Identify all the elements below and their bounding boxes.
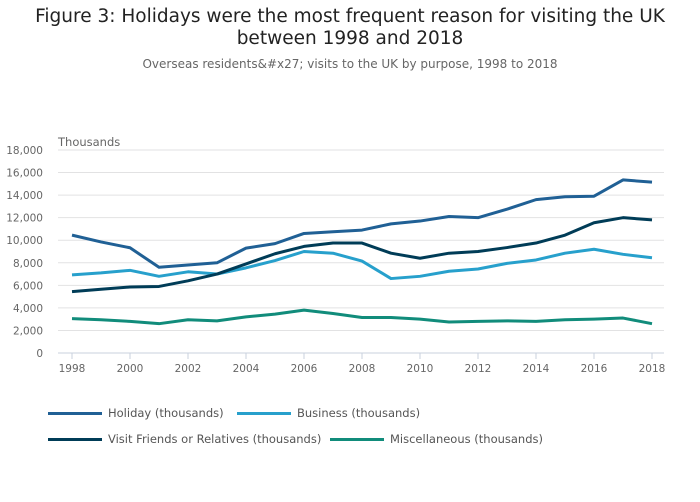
x-tick-label: 1998 (59, 363, 86, 375)
gridlines (58, 149, 664, 331)
y-tick-label: 2,000 (13, 325, 43, 337)
series-lines (71, 178, 653, 326)
y-tick-label: 4,000 (13, 303, 43, 315)
y-axis-ticks: 0 2,000 4,000 6,000 8,000 10,000 12,000 14,000 1… (6, 145, 43, 360)
x-axis-ticks: 1998 2000 2002 2004 2006 2008 2010 2012 2014 2016… (59, 353, 666, 375)
y-tick-label: 8,000 (13, 258, 43, 270)
legend-item-business[interactable]: Business (thousands) (237, 406, 420, 420)
y-tick-label: 6,000 (13, 280, 43, 292)
legend-label-holiday: Holiday (thousands) (108, 406, 224, 420)
x-tick-label: 2000 (117, 363, 144, 375)
series-line-holiday (71, 178, 653, 269)
line-chart: 0 2,000 4,000 6,000 8,000 10,000 12,000 14,000 1… (6, 135, 666, 375)
x-tick-label: 2008 (349, 363, 376, 375)
legend-swatch-business (237, 411, 291, 415)
legend-item-miscellaneous[interactable]: Miscellaneous (thousands) (330, 432, 543, 446)
series-line-miscellaneous (71, 308, 653, 326)
y-tick-label: 10,000 (6, 235, 43, 247)
x-tick-label: 2012 (465, 363, 492, 375)
x-tick-label: 2010 (407, 363, 434, 375)
legend-item-holiday[interactable]: Holiday (thousands) (48, 406, 224, 420)
series-line-vfr (71, 216, 653, 294)
x-tick-label: 2004 (233, 363, 260, 375)
legend-label-vfr: Visit Friends or Relatives (thousands) (108, 432, 322, 446)
legend-swatch-vfr (48, 437, 102, 441)
x-tick-label: 2014 (523, 363, 550, 375)
legend-label-business: Business (thousands) (297, 406, 421, 420)
y-tick-label: 16,000 (6, 168, 43, 180)
x-tick-label: 2006 (291, 363, 318, 375)
x-tick-label: 2016 (581, 363, 608, 375)
y-tick-label: 18,000 (6, 145, 43, 157)
y-tick-label: 12,000 (6, 213, 43, 225)
legend-label-miscellaneous: Miscellaneous (thousands) (390, 432, 543, 446)
x-tick-label: 2018 (639, 363, 666, 375)
x-tick-label: 2002 (175, 363, 202, 375)
legend-swatch-holiday (48, 411, 102, 415)
legend-item-vfr[interactable]: Visit Friends or Relatives (thousands) (48, 432, 321, 446)
chart-subtitle: Overseas residents&#x27; visits to the U… (142, 57, 558, 71)
y-tick-label: 14,000 (6, 190, 43, 202)
chart-title: Figure 3: Holidays were the most frequen… (35, 6, 665, 49)
series-line-business (71, 247, 653, 281)
y-axis-unit-label: Thousands (57, 135, 120, 149)
legend-swatch-miscellaneous (330, 437, 384, 441)
y-tick-label: 0 (36, 348, 43, 360)
